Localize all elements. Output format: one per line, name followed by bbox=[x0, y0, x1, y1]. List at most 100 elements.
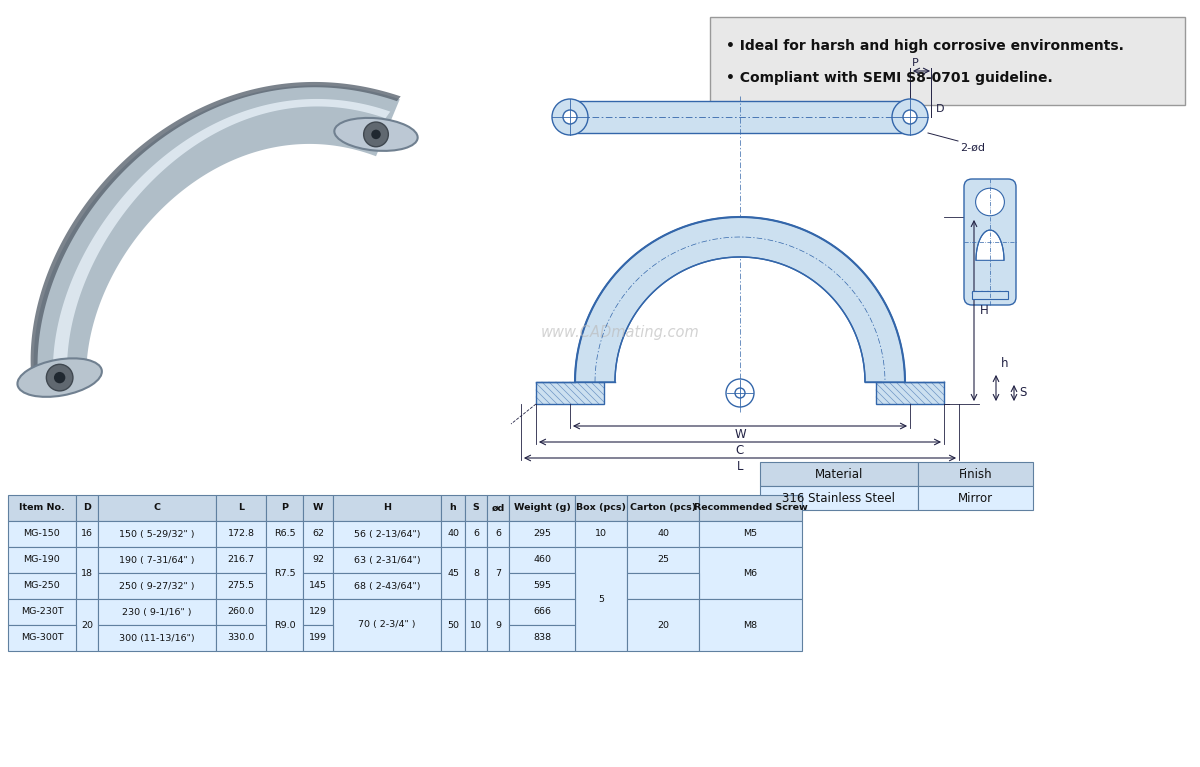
Bar bbox=[216, 495, 266, 521]
Text: 62: 62 bbox=[312, 529, 324, 538]
Text: 25: 25 bbox=[658, 555, 670, 565]
Bar bbox=[466, 547, 487, 599]
Text: 6: 6 bbox=[473, 529, 479, 538]
Text: H: H bbox=[383, 503, 391, 512]
Bar bbox=[216, 625, 266, 651]
Bar bbox=[628, 547, 698, 573]
Circle shape bbox=[552, 99, 588, 135]
Circle shape bbox=[563, 110, 577, 124]
Text: 316 Stainless Steel: 316 Stainless Steel bbox=[782, 492, 895, 505]
Bar bbox=[216, 573, 266, 599]
Text: 190 ( 7-31/64" ): 190 ( 7-31/64" ) bbox=[119, 555, 194, 565]
Text: h: h bbox=[1001, 357, 1008, 370]
Bar bbox=[8, 547, 76, 573]
Text: D: D bbox=[936, 104, 944, 114]
Bar bbox=[628, 495, 698, 521]
Text: 666: 666 bbox=[533, 607, 551, 617]
Bar bbox=[509, 599, 575, 625]
Bar bbox=[918, 462, 1033, 486]
Bar bbox=[98, 573, 216, 599]
Text: S: S bbox=[1019, 387, 1026, 400]
Bar bbox=[302, 573, 334, 599]
Text: 70 ( 2-3/4" ): 70 ( 2-3/4" ) bbox=[359, 621, 415, 630]
Bar bbox=[628, 599, 698, 651]
Bar bbox=[760, 486, 918, 510]
Text: P: P bbox=[912, 58, 919, 68]
Bar bbox=[216, 547, 266, 573]
Circle shape bbox=[364, 122, 389, 146]
Bar bbox=[76, 521, 98, 547]
Bar bbox=[628, 573, 698, 599]
Bar bbox=[487, 599, 509, 651]
Ellipse shape bbox=[18, 358, 102, 397]
Text: 40: 40 bbox=[446, 529, 458, 538]
Bar bbox=[98, 625, 216, 651]
Circle shape bbox=[892, 99, 928, 135]
Text: 838: 838 bbox=[533, 634, 551, 643]
Bar bbox=[698, 521, 802, 547]
Bar bbox=[302, 495, 334, 521]
Bar bbox=[509, 521, 575, 547]
Text: 10: 10 bbox=[470, 621, 482, 630]
Text: L: L bbox=[238, 503, 244, 512]
Text: 275.5: 275.5 bbox=[228, 581, 254, 591]
Bar bbox=[98, 521, 216, 547]
Text: 6: 6 bbox=[496, 529, 502, 538]
Text: 300 (11-13/16"): 300 (11-13/16") bbox=[119, 634, 194, 643]
Bar bbox=[216, 521, 266, 547]
Text: Finish: Finish bbox=[959, 468, 992, 480]
Bar bbox=[8, 495, 76, 521]
Text: H: H bbox=[980, 304, 989, 317]
Bar bbox=[536, 382, 604, 404]
Text: 50: 50 bbox=[446, 621, 458, 630]
Text: D: D bbox=[83, 503, 91, 512]
Polygon shape bbox=[976, 230, 1004, 260]
Bar bbox=[698, 547, 802, 599]
Text: Recommended Screw: Recommended Screw bbox=[694, 503, 808, 512]
Text: Box (pcs): Box (pcs) bbox=[576, 503, 626, 512]
Bar bbox=[98, 599, 216, 625]
Text: • Compliant with SEMI S8-0701 guideline.: • Compliant with SEMI S8-0701 guideline. bbox=[726, 71, 1052, 85]
Text: MG-190: MG-190 bbox=[24, 555, 60, 565]
Text: M8: M8 bbox=[744, 621, 757, 630]
Text: Carton (pcs): Carton (pcs) bbox=[630, 503, 696, 512]
Text: 330.0: 330.0 bbox=[227, 634, 254, 643]
Text: S: S bbox=[473, 503, 479, 512]
Text: 8: 8 bbox=[473, 568, 479, 578]
Bar bbox=[266, 521, 302, 547]
Text: 230 ( 9-1/16" ): 230 ( 9-1/16" ) bbox=[122, 607, 192, 617]
Text: Mirror: Mirror bbox=[958, 492, 994, 505]
Text: 150 ( 5-29/32" ): 150 ( 5-29/32" ) bbox=[119, 529, 194, 538]
Bar bbox=[509, 495, 575, 521]
Text: 9: 9 bbox=[496, 621, 502, 630]
Text: 40: 40 bbox=[658, 529, 670, 538]
Bar bbox=[8, 625, 76, 651]
Bar bbox=[302, 599, 334, 625]
Text: 199: 199 bbox=[310, 634, 326, 643]
FancyBboxPatch shape bbox=[964, 179, 1016, 305]
Bar bbox=[334, 573, 442, 599]
Bar bbox=[442, 547, 466, 599]
Bar bbox=[266, 599, 302, 651]
Text: Material: Material bbox=[815, 468, 863, 480]
Bar bbox=[698, 495, 802, 521]
Polygon shape bbox=[575, 217, 905, 382]
Bar bbox=[76, 599, 98, 651]
Bar bbox=[8, 599, 76, 625]
Bar bbox=[216, 599, 266, 625]
Text: 45: 45 bbox=[446, 568, 458, 578]
Bar bbox=[487, 521, 509, 547]
Text: C: C bbox=[736, 444, 744, 457]
Text: R9.0: R9.0 bbox=[274, 621, 295, 630]
Text: 20: 20 bbox=[658, 621, 670, 630]
Bar bbox=[575, 547, 628, 651]
Bar bbox=[570, 101, 910, 133]
Text: MG-230T: MG-230T bbox=[20, 607, 64, 617]
Text: 10: 10 bbox=[595, 529, 607, 538]
Circle shape bbox=[47, 364, 73, 391]
Text: 250 ( 9-27/32" ): 250 ( 9-27/32" ) bbox=[119, 581, 194, 591]
Circle shape bbox=[726, 379, 754, 407]
Text: 145: 145 bbox=[310, 581, 326, 591]
Circle shape bbox=[904, 110, 917, 124]
Bar bbox=[509, 547, 575, 573]
